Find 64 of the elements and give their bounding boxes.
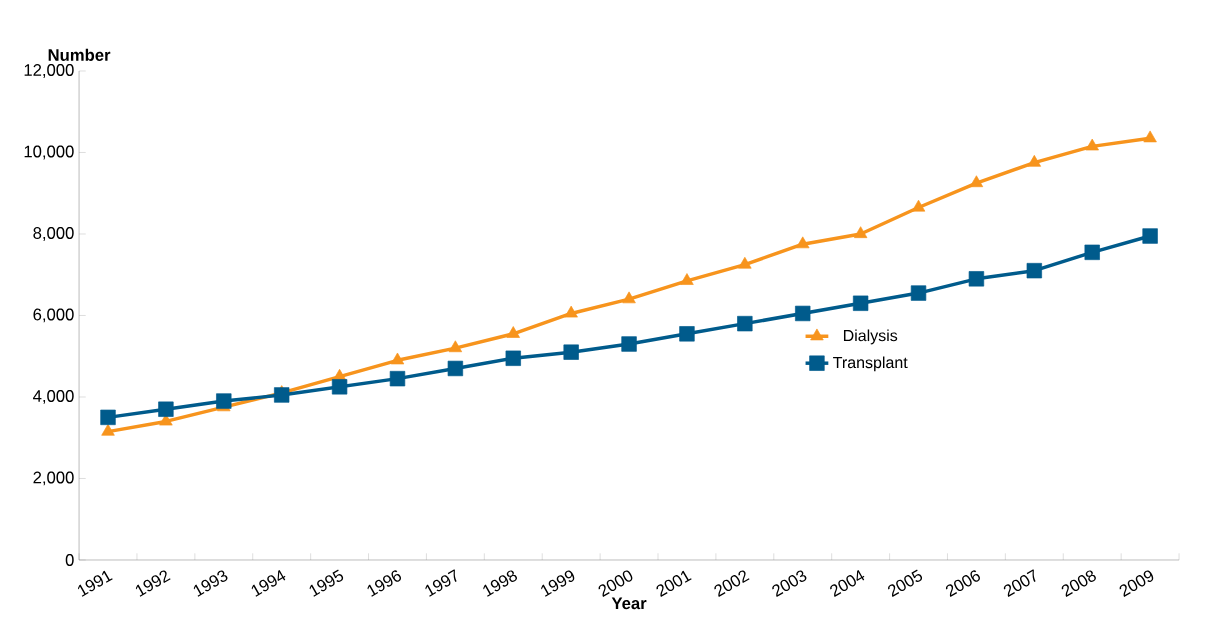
legend-label: Dialysis xyxy=(843,329,898,345)
point xyxy=(216,393,232,409)
point xyxy=(274,387,290,403)
x-tick-label: 1993 xyxy=(193,570,228,597)
point xyxy=(564,305,578,318)
y-tick-label: 6,000 xyxy=(33,308,74,323)
point xyxy=(505,350,521,366)
point xyxy=(679,326,695,342)
x-tick-label: 1999 xyxy=(541,570,575,597)
x-tick-label: 1995 xyxy=(309,569,344,597)
x-tick-label: 1996 xyxy=(367,570,402,597)
point xyxy=(158,401,174,417)
x-tick-label: 2004 xyxy=(830,569,865,597)
x-tick-label: 2003 xyxy=(772,570,807,597)
point xyxy=(1142,228,1158,244)
point xyxy=(1143,130,1157,143)
point xyxy=(1027,155,1042,167)
y-tick-label: 12,000 xyxy=(24,64,74,78)
x-tick-label: 2006 xyxy=(945,570,980,597)
y-axis-title: Number xyxy=(48,48,111,61)
x-axis-title: Year xyxy=(611,597,647,610)
point xyxy=(447,360,464,377)
x-tick-label: 2002 xyxy=(714,570,750,597)
point xyxy=(738,256,752,269)
point xyxy=(506,326,520,338)
point xyxy=(1085,138,1099,151)
point xyxy=(448,340,463,353)
point xyxy=(331,379,348,395)
point xyxy=(621,336,637,352)
y-tick-label: 2,000 xyxy=(33,471,74,486)
x-tick-label: 1991 xyxy=(77,570,113,597)
y-tick-label: 10,000 xyxy=(24,145,74,160)
point xyxy=(390,352,405,365)
point xyxy=(969,175,984,188)
point xyxy=(968,271,985,287)
point xyxy=(910,285,927,301)
point xyxy=(622,291,636,304)
point xyxy=(1084,244,1100,260)
x-tick-label: 1998 xyxy=(483,570,517,597)
x-tick-label: 2005 xyxy=(888,569,923,597)
point xyxy=(911,199,926,212)
legend-label: Transplant xyxy=(833,356,908,372)
point xyxy=(680,273,694,285)
x-tick-label: 2009 xyxy=(1119,570,1154,597)
point xyxy=(795,305,811,322)
x-tick-label: 1992 xyxy=(135,570,171,597)
point xyxy=(389,370,406,387)
point xyxy=(101,423,115,436)
x-tick-label: 1997 xyxy=(425,569,457,597)
x-tick-label: 2001 xyxy=(656,570,692,597)
y-tick-label: 0 xyxy=(65,554,74,566)
x-tick-label: 2000 xyxy=(598,570,633,597)
y-tick-label: 8,000 xyxy=(33,227,74,241)
point xyxy=(1026,262,1042,279)
point xyxy=(852,295,869,311)
point xyxy=(796,236,810,249)
y-tick-label: 4,000 xyxy=(33,390,74,404)
point xyxy=(737,315,753,332)
x-tick-label: 2007 xyxy=(1003,569,1036,597)
x-tick-label: 1994 xyxy=(251,569,286,597)
point xyxy=(563,344,579,360)
point xyxy=(853,226,868,238)
x-tick-label: 2008 xyxy=(1061,570,1096,597)
point xyxy=(100,409,116,426)
